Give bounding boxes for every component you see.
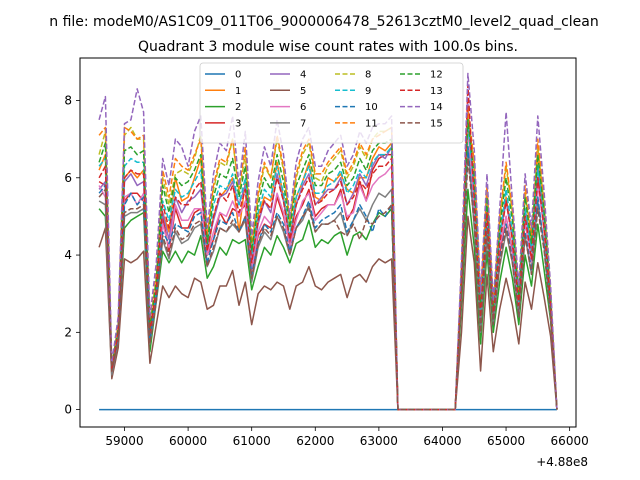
x-tick-label: 64000 [423,434,461,448]
legend-box [199,62,464,144]
series-line-10 [98,146,558,411]
series-line-15 [98,157,558,411]
legend-label-1: 1 [235,86,241,97]
series-layer [98,72,558,411]
series-line-9 [98,122,558,411]
y-tick-label: 0 [64,403,72,417]
legend-label-0: 0 [235,70,241,81]
x-tick-label: 60000 [169,434,207,448]
legend-label-15: 15 [430,118,443,129]
chart-title: Quadrant 3 module wise count rates with … [138,39,518,55]
series-line-5 [98,215,558,411]
x-tick-label: 59000 [105,434,143,448]
x-tick-label: 66000 [551,434,589,448]
legend-label-2: 2 [235,102,241,113]
legend-label-7: 7 [300,118,306,129]
legend-label-6: 6 [300,102,306,113]
x-tick-label: 62000 [296,434,334,448]
figure-suptitle: n file: modeM0/AS1C09_011T06_9000006478_… [49,14,598,30]
x-tick-label: 65000 [487,434,525,448]
series-line-14 [98,72,558,411]
legend-label-8: 8 [365,70,371,81]
legend-label-14: 14 [430,102,443,113]
legend-label-9: 9 [365,86,371,97]
series-line-13 [98,84,558,411]
x-tick-label: 61000 [233,434,271,448]
axes-layer: 59000 60000 61000 62000 63000 64000 65000 66000… [64,94,588,448]
legend-label-13: 13 [430,86,443,97]
legend-label-5: 5 [300,86,306,97]
legend-label-12: 12 [430,70,443,81]
legend-label-10: 10 [365,102,378,113]
series-line-2 [98,188,558,411]
y-tick-label: 8 [64,94,72,108]
x-tick-label: 63000 [360,434,398,448]
plot-frame [79,57,577,428]
y-tick-label: 2 [64,325,72,339]
legend-label-4: 4 [300,70,306,81]
legend-label-3: 3 [235,118,241,129]
y-tick-label: 6 [64,171,72,185]
legend-label-11: 11 [365,118,378,129]
y-tick-label: 4 [64,248,72,262]
x-offset-label: +4.88e8 [536,455,588,469]
